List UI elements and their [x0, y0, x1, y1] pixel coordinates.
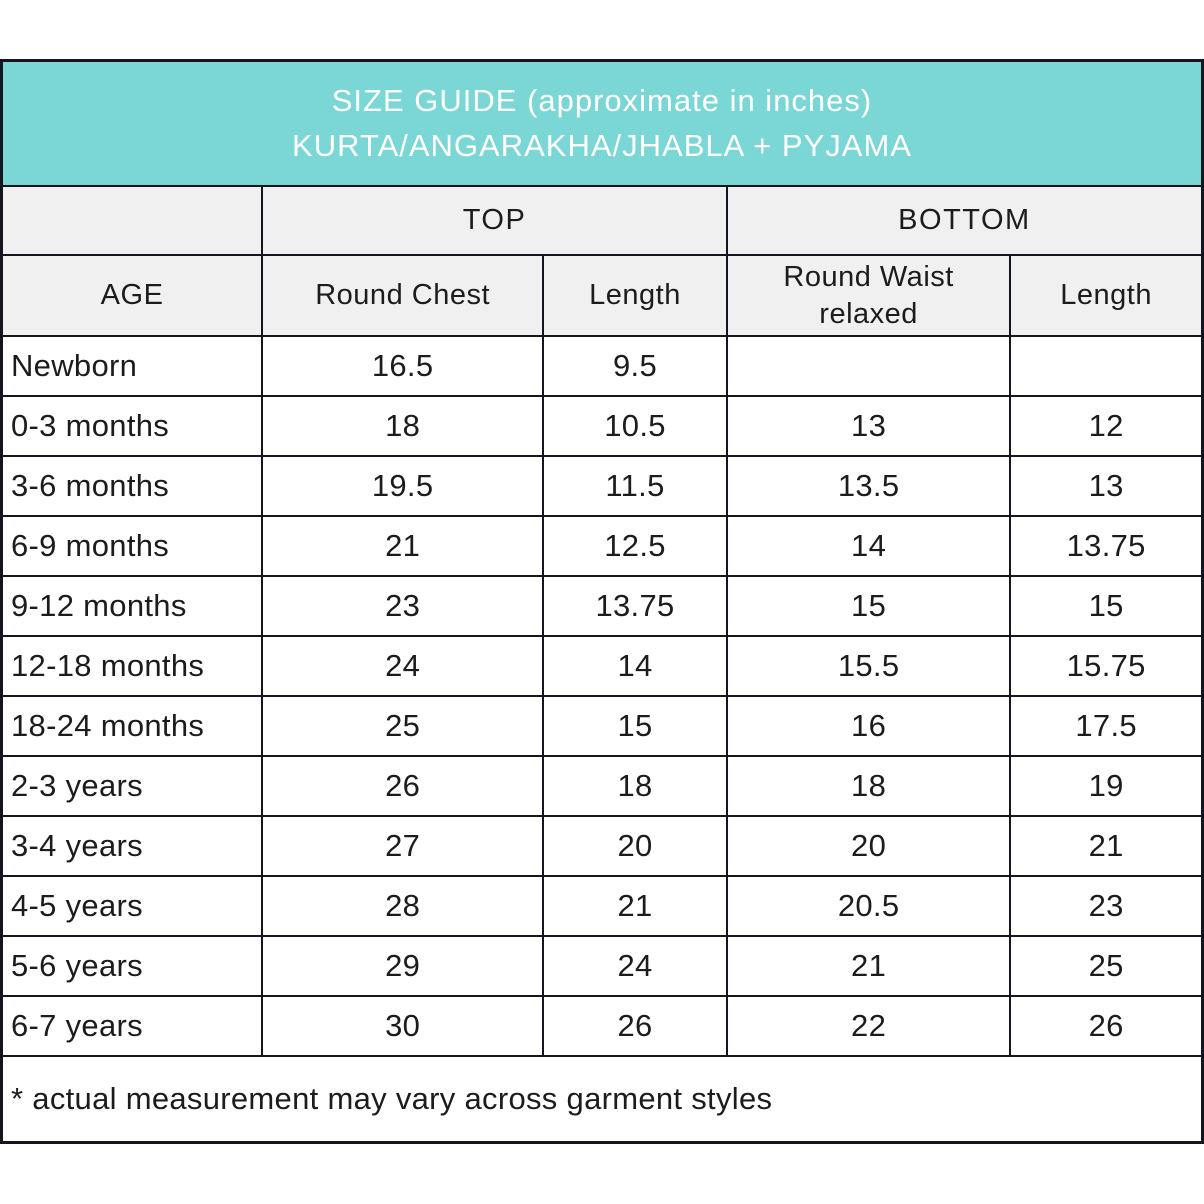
cell-round-waist: 15 [725, 575, 1012, 637]
cell-bottom-length [1009, 335, 1204, 397]
table-row: 18-24 months 25 15 16 17.5 [0, 695, 1204, 757]
cell-round-waist: 22 [725, 995, 1012, 1057]
table-row: 6-7 years 30 26 22 26 [0, 995, 1204, 1057]
table-row: 5-6 years 29 24 21 25 [0, 935, 1204, 997]
cell-age: 0-3 months [0, 395, 264, 457]
cell-round-chest: 25 [261, 695, 545, 757]
cell-age: 3-6 months [0, 455, 264, 517]
corner-cell [0, 185, 264, 256]
table-row: 6-9 months 21 12.5 14 13.75 [0, 515, 1204, 577]
cell-age: 2-3 years [0, 755, 264, 817]
cell-top-length: 24 [542, 935, 728, 997]
cell-round-waist: 21 [725, 935, 1012, 997]
cell-round-chest: 29 [261, 935, 545, 997]
cell-bottom-length: 26 [1009, 995, 1204, 1057]
cell-age: Newborn [0, 335, 264, 397]
title-row: SIZE GUIDE (approximate in inches) KURTA… [0, 59, 1204, 187]
table-row: 4-5 years 28 21 20.5 23 [0, 875, 1204, 937]
cell-round-waist: 20.5 [725, 875, 1012, 937]
cell-bottom-length: 17.5 [1009, 695, 1204, 757]
footnote-row: * actual measurement may vary across gar… [0, 1055, 1204, 1144]
col-header-round-waist: Round Waist relaxed [725, 254, 1012, 337]
cell-top-length: 21 [542, 875, 728, 937]
group-header-row: TOP BOTTOM [0, 185, 1204, 256]
col-header-round-waist-label: Round Waist relaxed [783, 261, 954, 330]
cell-bottom-length: 19 [1009, 755, 1204, 817]
cell-bottom-length: 23 [1009, 875, 1204, 937]
cell-age: 9-12 months [0, 575, 264, 637]
cell-top-length: 11.5 [542, 455, 728, 517]
cell-top-length: 26 [542, 995, 728, 1057]
cell-round-chest: 24 [261, 635, 545, 697]
col-header-top-length: Length [542, 254, 728, 337]
cell-round-chest: 19.5 [261, 455, 545, 517]
cell-round-chest: 30 [261, 995, 545, 1057]
cell-round-chest: 26 [261, 755, 545, 817]
cell-round-waist [725, 335, 1012, 397]
cell-top-length: 13.75 [542, 575, 728, 637]
cell-age: 6-9 months [0, 515, 264, 577]
cell-top-length: 12.5 [542, 515, 728, 577]
size-table-body: Newborn 16.5 9.5 0-3 months 18 10.5 13 12 3-6 mo… [0, 335, 1204, 1057]
cell-round-chest: 18 [261, 395, 545, 457]
cell-bottom-length: 13.75 [1009, 515, 1204, 577]
cell-round-waist: 15.5 [725, 635, 1012, 697]
cell-top-length: 20 [542, 815, 728, 877]
cell-age: 18-24 months [0, 695, 264, 757]
col-header-age: AGE [0, 254, 264, 337]
col-header-bottom-length: Length [1009, 254, 1204, 337]
cell-bottom-length: 15.75 [1009, 635, 1204, 697]
cell-age: 5-6 years [0, 935, 264, 997]
cell-top-length: 18 [542, 755, 728, 817]
title-line-2: KURTA/ANGARAKHA/JHABLA + PYJAMA [292, 127, 912, 163]
cell-round-waist: 16 [725, 695, 1012, 757]
cell-round-waist: 20 [725, 815, 1012, 877]
table-row: 12-18 months 24 14 15.5 15.75 [0, 635, 1204, 697]
table-row: 3-4 years 27 20 20 21 [0, 815, 1204, 877]
cell-bottom-length: 15 [1009, 575, 1204, 637]
table-row: 3-6 months 19.5 11.5 13.5 13 [0, 455, 1204, 517]
table-title: SIZE GUIDE (approximate in inches) KURTA… [0, 59, 1204, 187]
cell-round-chest: 21 [261, 515, 545, 577]
cell-age: 12-18 months [0, 635, 264, 697]
cell-bottom-length: 21 [1009, 815, 1204, 877]
group-header-top: TOP [261, 185, 728, 256]
cell-round-waist: 13 [725, 395, 1012, 457]
cell-age: 6-7 years [0, 995, 264, 1057]
table-row: Newborn 16.5 9.5 [0, 335, 1204, 397]
cell-top-length: 9.5 [542, 335, 728, 397]
cell-bottom-length: 13 [1009, 455, 1204, 517]
cell-top-length: 15 [542, 695, 728, 757]
cell-bottom-length: 12 [1009, 395, 1204, 457]
cell-top-length: 10.5 [542, 395, 728, 457]
cell-round-waist: 13.5 [725, 455, 1012, 517]
table-row: 2-3 years 26 18 18 19 [0, 755, 1204, 817]
column-header-row: AGE Round Chest Length Round Waist relax… [0, 254, 1204, 337]
footnote: * actual measurement may vary across gar… [0, 1055, 1204, 1144]
title-line-1: SIZE GUIDE (approximate in inches) [331, 83, 873, 119]
cell-age: 3-4 years [0, 815, 264, 877]
size-guide-table: SIZE GUIDE (approximate in inches) KURTA… [0, 59, 1204, 1144]
cell-round-chest: 16.5 [261, 335, 545, 397]
cell-round-waist: 14 [725, 515, 1012, 577]
cell-round-chest: 23 [261, 575, 545, 637]
cell-top-length: 14 [542, 635, 728, 697]
group-header-bottom: BOTTOM [725, 185, 1204, 256]
cell-age: 4-5 years [0, 875, 264, 937]
cell-round-waist: 18 [725, 755, 1012, 817]
col-header-round-chest: Round Chest [261, 254, 545, 337]
table-row: 9-12 months 23 13.75 15 15 [0, 575, 1204, 637]
cell-bottom-length: 25 [1009, 935, 1204, 997]
table-row: 0-3 months 18 10.5 13 12 [0, 395, 1204, 457]
cell-round-chest: 27 [261, 815, 545, 877]
cell-round-chest: 28 [261, 875, 545, 937]
